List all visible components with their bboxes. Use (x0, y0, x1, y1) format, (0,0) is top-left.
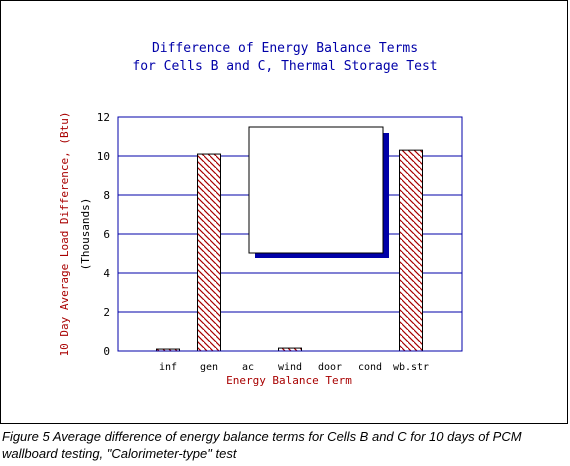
y-tick-labels: 0 2 4 6 8 10 12 (97, 111, 111, 358)
bar-wb-str (399, 149, 423, 352)
y-tick-label: 0 (103, 345, 110, 358)
y-axis-label: 10 Day Average Load Difference, (Btu) (58, 111, 71, 356)
y-axis-unit: (Thousands) (79, 198, 92, 271)
figure-caption: Figure 5 Average difference of energy ba… (2, 429, 522, 461)
y-tick-label: 6 (103, 228, 110, 241)
y-tick-label: 12 (97, 111, 110, 124)
figure-frame (0, 0, 568, 424)
legend-panel (248, 126, 384, 254)
plot-area-frame (117, 116, 463, 352)
x-axis-label: Energy Balance Term (226, 374, 352, 387)
y-tick-label: 8 (103, 189, 110, 202)
y-tick-label: 10 (97, 150, 110, 163)
x-category-label: cond (358, 362, 382, 373)
chart-title-line-2: for Cells B and C, Thermal Storage Test (132, 59, 437, 74)
x-category-label: ac (242, 362, 254, 373)
x-category-label: wind (278, 362, 302, 373)
y-tick-label: 4 (103, 267, 110, 280)
x-category-labels: inf gen ac wind door cond wb.str (159, 362, 429, 373)
x-category-label: wb.str (393, 362, 429, 373)
x-category-label: gen (200, 362, 218, 373)
bar-chart: Difference of Energy Balance Terms for C… (58, 41, 463, 387)
chart-title-line-1: Difference of Energy Balance Terms (152, 41, 418, 56)
y-tick-label: 2 (103, 306, 110, 319)
bar-gen (197, 153, 221, 352)
x-category-label: inf (159, 362, 177, 373)
legend-box (248, 126, 389, 258)
x-category-label: door (318, 362, 342, 373)
